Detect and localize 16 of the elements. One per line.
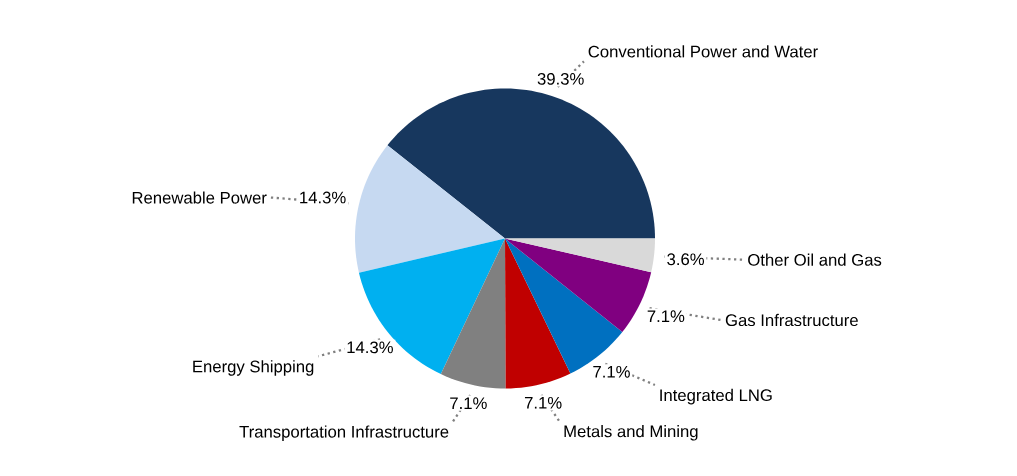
data-label: 7.1%: [524, 396, 562, 409]
data-label: 14.3%: [347, 341, 393, 354]
slice-label: Energy Shipping: [193, 360, 314, 376]
data-label: 14.3%: [300, 191, 346, 204]
data-label: 39.3%: [537, 72, 584, 85]
slice-label: Gas Infrastructure: [725, 313, 858, 327]
slice-label: Metals and Mining: [564, 425, 698, 441]
slice-label: Transportation Infrastructure: [239, 425, 449, 441]
slice-label: Renewable Power: [132, 191, 267, 204]
data-label: 3.6%: [667, 253, 705, 266]
slice-label: Other Oil and Gas: [748, 253, 882, 266]
data-label: 7.1%: [647, 310, 685, 323]
slice-label: Integrated LNG: [660, 388, 772, 405]
data-label: 7.1%: [593, 365, 630, 378]
slice-label: Conventional Power and Water: [588, 45, 818, 58]
data-label: 7.1%: [450, 397, 487, 409]
